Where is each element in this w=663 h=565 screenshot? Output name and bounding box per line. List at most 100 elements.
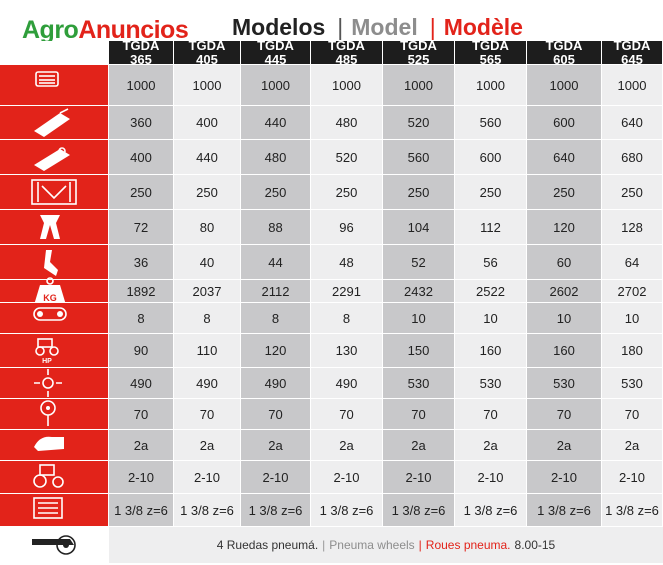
spec-value-cell: 2-10 <box>527 461 602 494</box>
spec-value-cell: 90 <box>109 334 174 368</box>
logo-part-anuncios: Anuncios <box>78 16 189 44</box>
tractor-hp-icon: HP <box>0 334 109 368</box>
spec-value-cell: 2-10 <box>383 461 455 494</box>
spec-row: 1 3/8 z=6 1 3/8 z=6 1 3/8 z=6 1 3/8 z=6 1 3/… <box>0 494 663 527</box>
spec-value-cell: 104 <box>383 210 455 245</box>
spec-value-cell: 2-10 <box>241 461 311 494</box>
model-prefix: TGDA <box>122 37 160 53</box>
spec-value-cell: 400 <box>109 140 174 175</box>
spec-value-cell: 2a <box>241 430 311 461</box>
total-width-harrow-icon <box>0 140 109 175</box>
spec-value-cell: 10 <box>455 303 527 334</box>
model-number: 525 <box>407 51 430 67</box>
spec-value-cell: 490 <box>109 368 174 399</box>
model-number: 605 <box>553 51 575 67</box>
spec-value-cell: 530 <box>383 368 455 399</box>
spec-value-cell: 128 <box>602 210 663 245</box>
model-header-cell: TGDA 485 <box>311 38 383 66</box>
spec-row: KG 1892 2037 2112 2291 2432 2522 2602 2702 <box>0 277 663 305</box>
spec-value-cell: 70 <box>311 399 383 430</box>
spec-value-cell: 2a <box>311 430 383 461</box>
model-number: 565 <box>479 51 502 67</box>
header-corner <box>0 41 109 65</box>
spec-value-cell: 2037 <box>174 280 241 303</box>
spec-value-cell: 490 <box>241 368 311 399</box>
spec-value-cell: 2602 <box>527 280 602 303</box>
model-number: 445 <box>264 51 287 67</box>
tine-diameter-icon <box>0 399 109 430</box>
model-header-row: TGDA 365 TGDA 405 TGDA 445 TGDA 485 TGDA 525 TGDA 5… <box>0 37 663 67</box>
tractor-category-icon <box>0 461 109 494</box>
gearbox-icon <box>0 65 109 106</box>
spec-value-cell: 520 <box>383 106 455 140</box>
spec-row: 8 8 8 8 10 10 10 10 <box>0 303 663 334</box>
spec-value-cell: 440 <box>241 106 311 140</box>
spec-value-cell: 360 <box>109 106 174 140</box>
spec-value-cell: 88 <box>241 210 311 245</box>
spec-row: 2a 2a 2a 2a 2a 2a 2a 2a <box>0 430 663 461</box>
spec-value-cell: 1000 <box>455 65 527 106</box>
svg-text:KG: KG <box>43 293 57 303</box>
spec-value-cell: 110 <box>174 334 241 368</box>
working-width-harrow-icon <box>0 106 109 140</box>
model-number: 405 <box>196 51 218 67</box>
spec-value-cell: 80 <box>174 210 241 245</box>
model-header-cell: TGDA 525 <box>383 37 455 67</box>
spec-value-cell: 250 <box>311 175 383 210</box>
spec-value-cell: 48 <box>311 245 383 280</box>
spec-value-cell: 96 <box>311 210 383 245</box>
model-prefix: TGDA <box>472 37 509 53</box>
model-header-cell: TGDA 645 <box>602 38 663 66</box>
spec-value-cell: 1000 <box>174 65 241 106</box>
spec-value-cell: 2-10 <box>109 461 174 494</box>
spec-value-cell: 44 <box>241 245 311 280</box>
agroanuncios-logo: AgroAnuncios <box>22 16 189 45</box>
svg-text:HP: HP <box>42 358 52 365</box>
spec-row: 70 70 70 70 70 70 70 70 <box>0 399 663 430</box>
weight-kg-icon: KG <box>0 277 109 305</box>
spec-value-cell: 480 <box>311 106 383 140</box>
spec-value-cell: 1000 <box>527 65 602 106</box>
hydraulic-icon <box>0 430 109 461</box>
spec-value-cell: 180 <box>602 334 663 368</box>
spec-value-cell: 2a <box>602 430 663 461</box>
model-prefix: TGDA <box>400 37 437 53</box>
spec-value-cell: 490 <box>311 368 383 399</box>
spec-value-cell: 70 <box>527 399 602 430</box>
spec-value-cell: 2-10 <box>311 461 383 494</box>
title-fr: Modèle <box>443 13 523 40</box>
spec-value-cell: 70 <box>455 399 527 430</box>
pto-shaft-icon <box>0 494 109 527</box>
spec-row: HP 90 110 120 130 150 160 160 180 <box>0 334 663 368</box>
chain-drive-icon <box>0 303 109 334</box>
spec-value-cell: 70 <box>241 399 311 430</box>
spec-value-cell: 120 <box>527 210 602 245</box>
spec-value-cell: 1000 <box>602 65 663 106</box>
spec-value-cell: 8 <box>241 303 311 334</box>
spec-value-cell: 490 <box>174 368 241 399</box>
rotor-speed-icon <box>0 368 109 399</box>
spec-value-cell: 2a <box>527 430 602 461</box>
spec-row: 250 250 250 250 250 250 250 250 <box>0 175 663 210</box>
spec-value-cell: 480 <box>241 140 311 175</box>
spec-value-cell: 10 <box>602 303 663 334</box>
spec-value-cell: 1000 <box>241 65 311 106</box>
spec-value-cell: 600 <box>455 140 527 175</box>
tines-icon <box>0 210 109 245</box>
spec-value-cell: 400 <box>174 106 241 140</box>
spec-value-cell: 1 3/8 z=6 <box>311 494 383 527</box>
model-prefix: TGDA <box>257 37 294 53</box>
spec-value-cell: 56 <box>455 245 527 280</box>
spec-value-cell: 2432 <box>383 280 455 303</box>
spec-value-cell: 250 <box>602 175 663 210</box>
title-separator: | <box>429 13 436 40</box>
spec-value-cell: 1 3/8 z=6 <box>602 494 663 527</box>
spec-value-cell: 250 <box>455 175 527 210</box>
spec-value-cell: 70 <box>109 399 174 430</box>
title-separator: | <box>337 13 344 40</box>
spec-value-cell: 1000 <box>383 65 455 106</box>
model-prefix: TGDA <box>545 37 583 53</box>
model-prefix: TGDA <box>188 37 226 53</box>
spec-value-cell: 120 <box>241 334 311 368</box>
spec-value-cell: 530 <box>527 368 602 399</box>
